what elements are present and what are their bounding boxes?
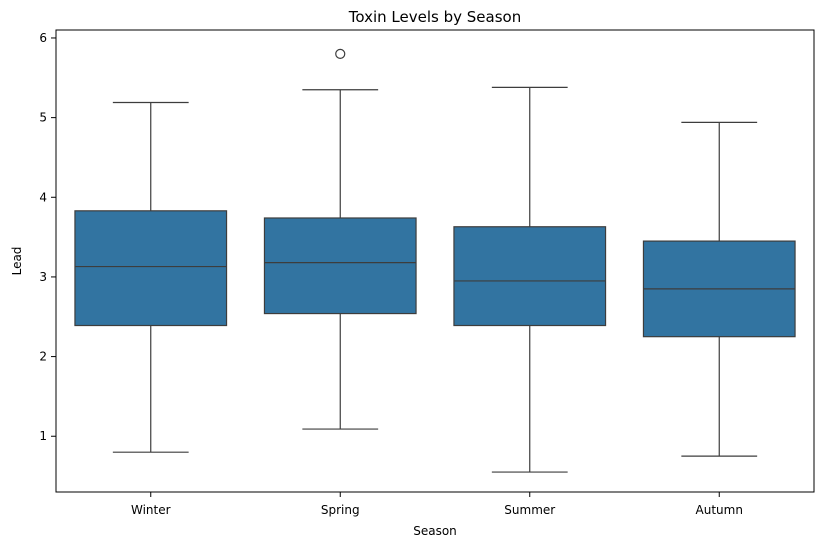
x-tick-label: Summer: [504, 503, 555, 517]
box-winter: [74, 101, 228, 453]
y-tick-label: 3: [39, 270, 47, 284]
y-tick-label: 6: [39, 31, 47, 45]
x-tick-label: Winter: [131, 503, 171, 517]
x-tick-label: Autumn: [696, 503, 743, 517]
box-spring: [263, 48, 417, 430]
y-axis-label: Lead: [10, 247, 24, 276]
iqr-box: [263, 217, 417, 315]
plot-area: [74, 48, 796, 473]
outlier-point: [335, 48, 346, 59]
y-axis: 1 2 3 4 5 6: [39, 31, 56, 443]
iqr-box: [453, 226, 607, 327]
x-axis-label: Season: [413, 524, 457, 538]
iqr-box: [74, 210, 228, 327]
y-tick-label: 2: [39, 350, 47, 364]
x-tick-label: Spring: [321, 503, 360, 517]
box-summer: [453, 86, 607, 473]
x-axis: Winter Spring Summer Autumn: [131, 492, 743, 517]
box-autumn: [642, 121, 796, 457]
plot-frame: [55, 29, 815, 493]
y-tick-label: 5: [39, 111, 47, 125]
y-tick-label: 1: [39, 429, 47, 443]
y-tick-label: 4: [39, 190, 47, 204]
chart-title: Toxin Levels by Season: [348, 8, 521, 26]
